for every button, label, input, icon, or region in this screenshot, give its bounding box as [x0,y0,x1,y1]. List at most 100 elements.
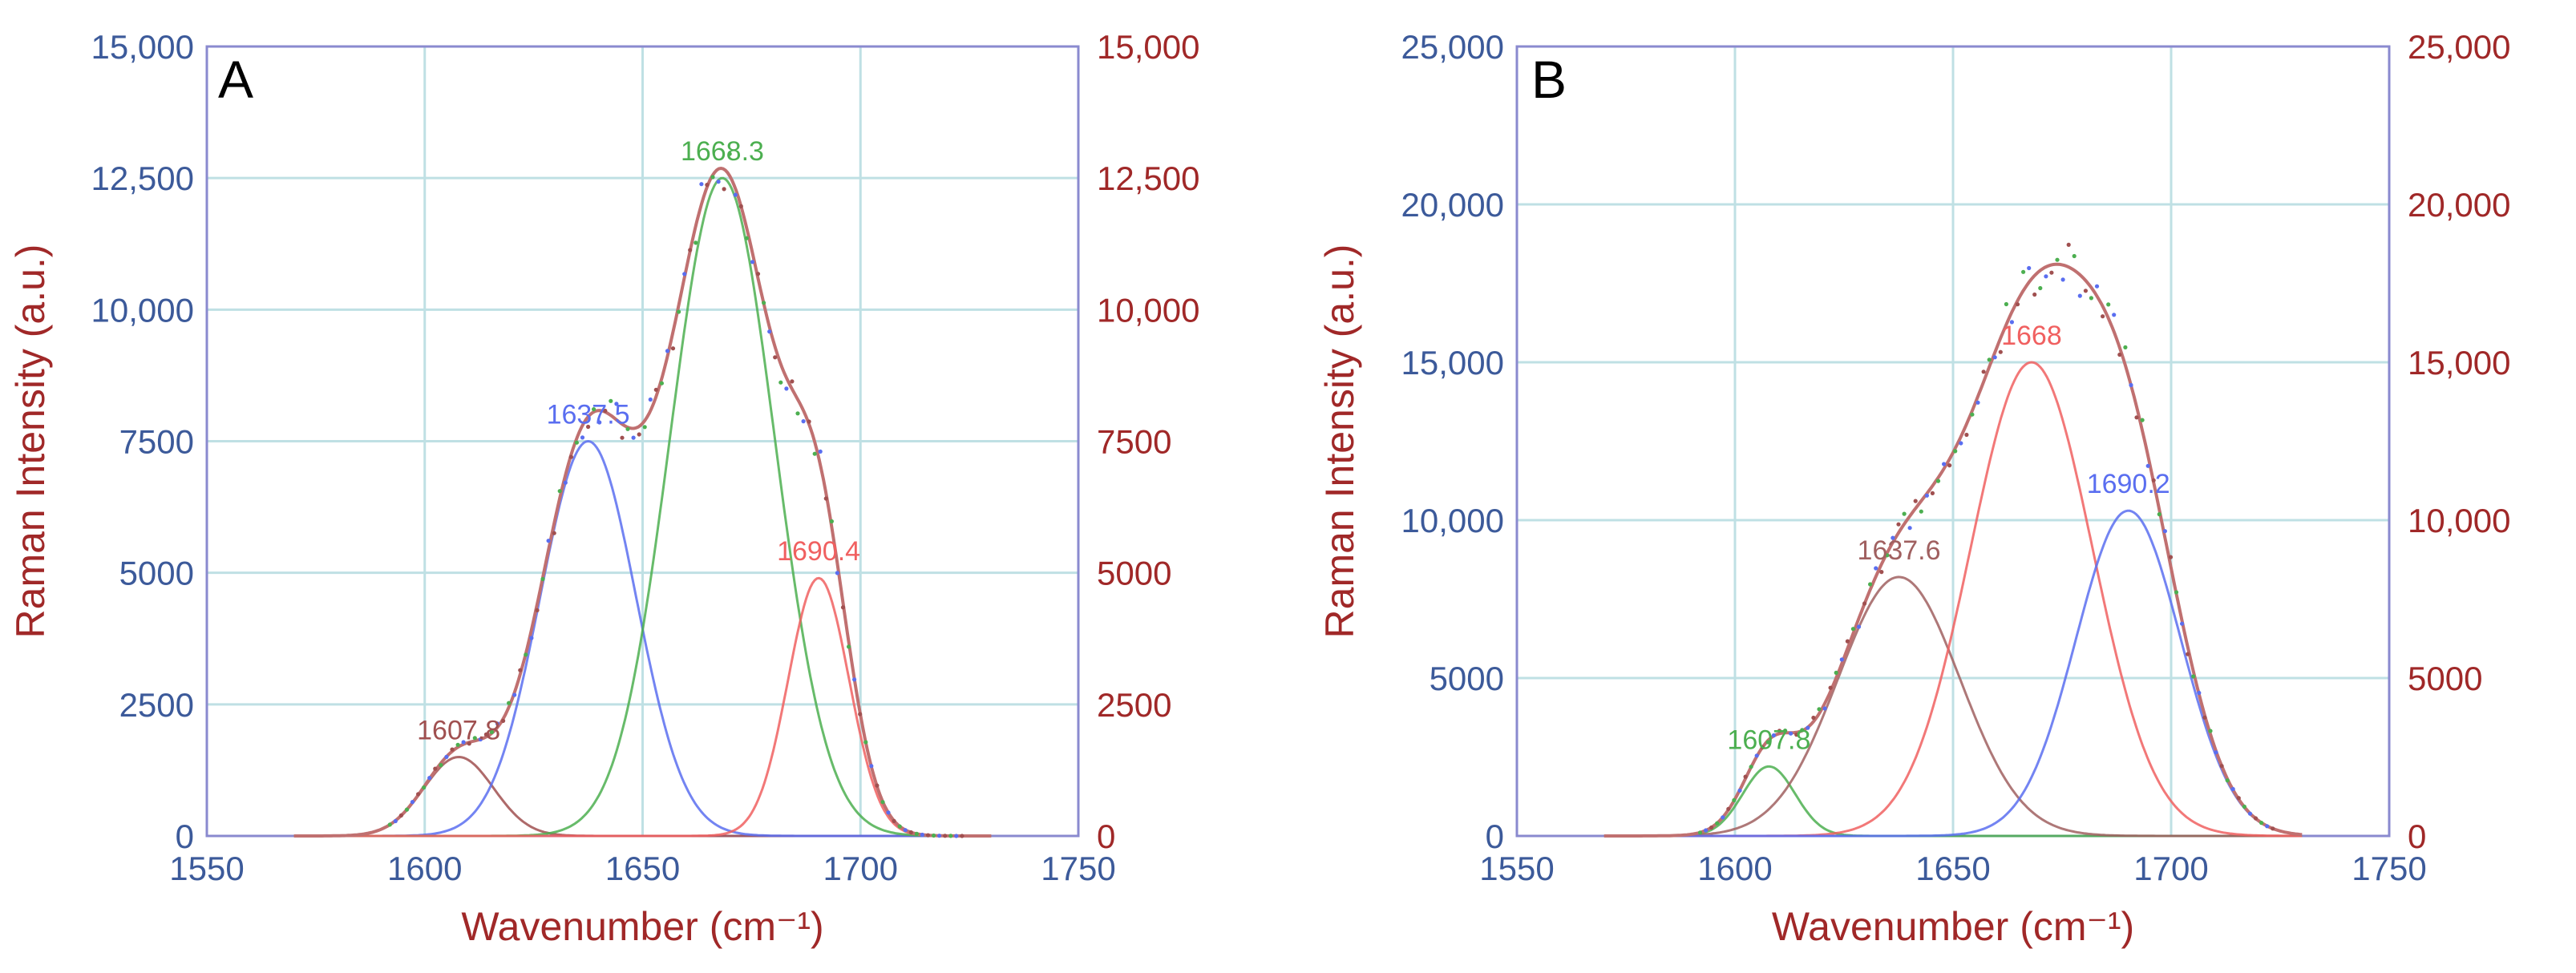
data-point [557,489,562,494]
data-point [710,175,715,180]
x-tick-label: 1700 [823,850,898,887]
data-point [892,818,896,823]
peak-label: 1668 [2001,321,2062,351]
data-point [925,833,931,838]
data-point [1777,729,1782,733]
y-tick-label-right: 2500 [1097,686,1171,724]
data-point [1709,825,1714,830]
data-point [1998,349,2003,354]
data-point [778,380,783,385]
chart-a-svg: 1550 1600 1650 1700 1750025005000750010,0001… [8,28,1199,949]
data-point [580,435,585,440]
y-tick-label-right: 0 [1097,818,1115,855]
data-point [625,426,630,431]
data-point [744,236,750,240]
data-point [2168,555,2174,559]
data-point [694,240,698,245]
data-point [501,718,506,724]
data-point [903,828,908,833]
data-point [1874,566,1878,571]
y-tick-label-left: 10,000 [1401,502,1504,539]
panel-letter: B [1531,50,1567,109]
data-point [472,736,477,741]
series-envelope [293,166,992,838]
data-point [546,539,551,543]
data-point [823,496,828,501]
data-point [784,386,789,391]
data-point [2044,274,2048,279]
data-point [524,652,528,657]
y-tick-label-left: 5000 [1430,660,1504,697]
peak-label: 1690.2 [2087,469,2170,499]
x-tick-label: 1550 [1479,850,1554,887]
data-point [540,576,545,582]
data-point [1754,753,1759,758]
data-point [529,636,534,640]
data-point [427,776,432,781]
data-point [2186,652,2190,656]
data-point [1845,639,1850,644]
data-point [1964,432,1969,438]
data-point [653,387,658,392]
data-point [812,451,817,456]
data-point [773,355,778,360]
y-tick-label-left: 20,000 [1401,186,1504,224]
data-point [461,740,466,745]
data-point [1862,601,1867,606]
data-point [512,692,517,697]
y-tick-label-left: 2500 [119,686,194,724]
data-point [1828,685,1833,690]
data-point [670,346,676,351]
data-point [2004,301,2008,307]
data-point [1726,806,1731,811]
y-tick-label-right: 5000 [1097,555,1171,592]
x-tick-label: 1650 [605,850,680,887]
series-envelope [1603,262,2303,838]
data-point [790,379,795,384]
data-point [750,260,755,264]
data-point [908,830,913,835]
data-point [614,402,619,406]
data-point [858,712,863,717]
data-point [648,397,653,402]
data-point [404,807,410,812]
data-point [489,729,495,735]
data-point [483,732,489,737]
data-point [2230,786,2235,792]
data-point [422,785,427,790]
data-point [507,700,512,705]
data-point [2112,313,2117,317]
data-point [2049,270,2054,275]
data-point [807,419,811,424]
data-point [1959,441,1963,446]
data-point [2265,824,2270,829]
series-peak-1690-2 [1603,509,2303,838]
data-point [637,432,641,437]
data-point [1987,357,1992,362]
y-tick-label-left: 10,000 [91,291,194,329]
y-tick-label-left: 12,500 [91,159,194,197]
data-point [2214,750,2218,755]
data-point [2123,345,2128,349]
data-point [733,192,738,197]
data-point [398,813,403,818]
data-point [1834,670,1838,676]
data-point [699,182,704,187]
data-point [1715,821,1720,826]
data-point [932,833,936,838]
y-tick-label-right: 10,000 [2408,502,2510,539]
data-point [2021,269,2026,274]
data-point [1765,740,1770,745]
x-axis-title: Wavenumber (cm⁻¹) [1772,904,2134,949]
data-point [722,187,726,192]
data-point [439,763,443,768]
data-point [948,834,953,838]
data-point [755,272,761,277]
data-point [1907,526,1912,531]
data-point [535,608,540,613]
chart-b-svg: 1550 1600 1650 1700 17500500010,00015,00020,… [1317,28,2510,949]
data-point [393,818,398,824]
data-point [1992,355,1997,360]
data-point [433,766,438,771]
y-tick-label-left: 15,000 [1401,344,1504,382]
